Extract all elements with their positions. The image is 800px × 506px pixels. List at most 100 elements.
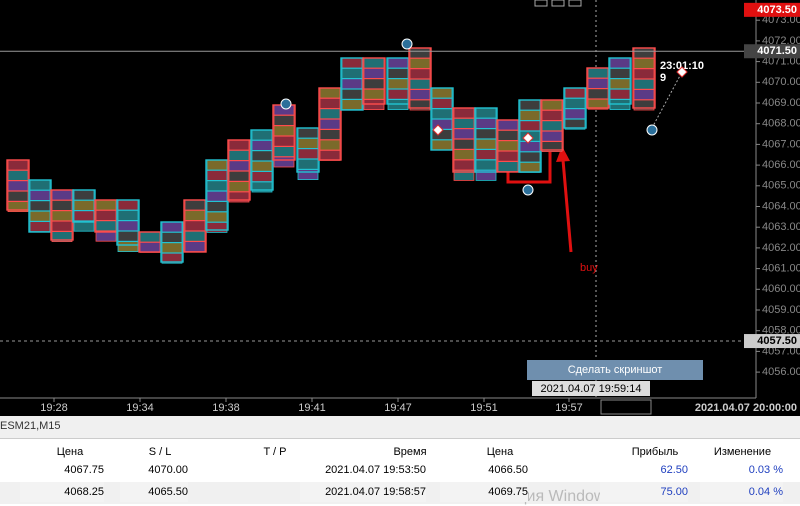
footprint-cell [497,140,519,152]
footprint-cell [228,170,250,182]
footprint-cell [51,220,73,232]
signal [676,66,688,78]
footprint-cell [541,130,563,142]
footprint-cell [475,169,497,181]
footprint-cell [117,199,139,211]
footprint-cell [363,57,385,69]
tab[interactable]: ESM21,M15 [0,416,800,439]
price-label: 4062.00 [762,242,800,254]
footprint-cell [319,149,341,161]
footprint-cell [29,200,51,212]
footprint-cell [633,99,655,111]
table-cell: T / P [263,446,287,458]
footprint-cell [363,78,385,90]
footprint-cell [251,181,273,193]
footprint-cell [609,78,631,90]
crosshair-tag [744,334,800,349]
footprint-cell [206,201,228,213]
footprint-cell [587,78,609,89]
footprint-cell [409,78,431,90]
time-label: 19:38 [212,402,240,414]
footprint-cell [95,220,117,232]
high-label: 4073.50 [757,4,797,16]
footprint-cell [519,110,541,121]
footprint-cell [564,118,586,130]
signal [432,124,444,136]
time-label: 19:57 [555,402,583,414]
time-label: 19:34 [126,402,154,414]
icon[interactable] [534,0,548,7]
footprint-cell [519,161,541,173]
table-cell: 62.50 [660,464,688,476]
footprint-cell [228,160,250,172]
price-label: 4071.00 [762,56,800,68]
footprint-cell [117,230,139,242]
footprint-cell [387,68,409,79]
table-cell: 4069.75 [440,482,528,502]
table-cell: 2021.04.07 19:58:57 [300,482,426,502]
footprint-cell [497,150,519,162]
footprint-cell [184,199,206,211]
footprint-cell [387,88,409,100]
footprint-cell [251,129,273,141]
table-cell: Прибыль [631,446,679,458]
footprint-cell [541,141,563,153]
footprint-cell [609,88,631,100]
order-marker [401,38,413,50]
time-label: 19:51 [470,402,498,414]
icon[interactable] [551,0,565,7]
footprint-cell [297,127,319,139]
footprint-cell [475,138,497,150]
table-cell: 4066.50 [488,464,528,476]
footprint-cell [633,89,655,100]
footprint-cell [206,169,228,181]
price-label: 4060.00 [762,283,800,295]
table-cell: 2021.04.07 19:53:50 [325,464,426,476]
footprint-cell [431,87,453,99]
screenshot-button-label[interactable]: Сделать скриншот [568,364,663,376]
footprint-cell [251,139,273,151]
footprint-cell [7,190,29,202]
price-label: 4072.00 [762,35,800,47]
icon[interactable] [568,0,582,7]
last-time: 2021.04.07 20:00:00 [695,402,797,414]
footprint-cell [73,220,95,232]
footprint-cell [409,89,431,100]
footprint-cell [387,78,409,90]
footprint-cell [453,159,475,171]
screenshot-button[interactable] [527,360,703,380]
footprint-cell [7,159,29,171]
footprint-cell [228,149,250,161]
footprint-cell [475,118,497,129]
buy-label: buy [580,262,598,274]
high-tag [744,2,800,17]
price-label: 4056.00 [762,366,800,378]
footprint-cell [564,108,586,120]
price-label: 4067.00 [762,138,800,150]
order-marker [522,184,534,196]
footprint-cell [117,220,139,232]
price-label: 4069.00 [762,97,800,109]
candle-body [362,57,386,105]
footprint-cell [251,171,273,183]
footprint-cell [341,88,363,100]
footprint-cell [453,128,475,140]
footprint-cell [363,68,385,79]
footprint-cell [117,241,139,253]
footprint-cell [29,189,51,201]
footprint-cell [161,242,183,254]
candle-body [540,99,564,151]
table-cell: Время [393,446,427,458]
footprint-cell [564,87,586,99]
table-cell: 0.03 % [748,464,783,476]
footprint-cell [497,119,519,131]
footprint-cell [184,230,206,242]
footprint-cell [541,99,563,111]
footprint-cell [251,160,273,172]
footprint-cell [319,118,341,130]
footprint-cell [273,135,295,147]
symbol: ESM21,M15 [0,420,61,432]
footprint-cell [29,221,51,233]
signal [522,132,534,144]
